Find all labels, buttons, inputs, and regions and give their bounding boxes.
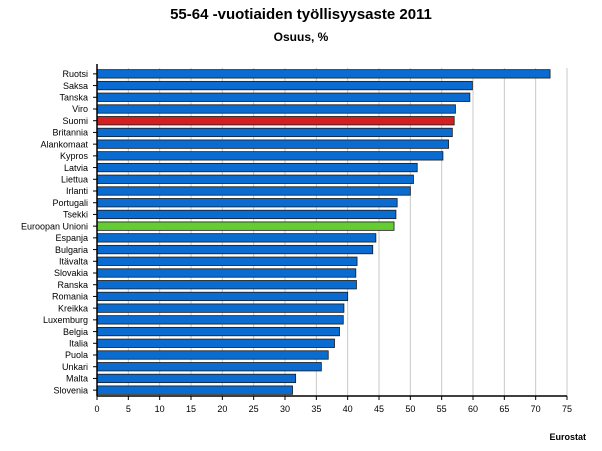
category-label: Romania	[52, 292, 88, 302]
bar	[96, 350, 329, 360]
bar	[96, 385, 293, 395]
category-label: Ranska	[57, 280, 88, 290]
x-tick-label: 20	[217, 404, 227, 414]
x-tick-label: 35	[311, 404, 321, 414]
category-label: Britannia	[52, 128, 88, 138]
bar	[96, 209, 397, 220]
x-tick-label: 0	[94, 404, 99, 414]
x-tick-label: 25	[249, 404, 259, 414]
bar	[96, 303, 345, 313]
category-label: Tsekki	[63, 210, 88, 220]
source-label: Eurostat	[549, 432, 586, 442]
category-label: Belgia	[63, 327, 88, 337]
category-label: Ruotsi	[62, 69, 88, 79]
bar	[96, 326, 340, 337]
bar	[96, 174, 414, 184]
x-tick-label: 70	[531, 404, 541, 414]
bar	[96, 104, 456, 114]
bar	[96, 373, 297, 384]
category-label: Euroopan Unioni	[21, 221, 88, 231]
bar	[96, 280, 357, 290]
category-label: Viro	[72, 104, 88, 114]
category-label: Kypros	[60, 151, 89, 161]
category-label: Puola	[65, 350, 88, 360]
category-label: Tanska	[59, 92, 88, 102]
bar	[96, 256, 358, 266]
bar	[96, 221, 395, 231]
x-tick-label: 45	[374, 404, 384, 414]
category-label: Slovakia	[54, 268, 88, 278]
category-label: Alankomaat	[40, 139, 88, 149]
x-tick-label: 50	[405, 404, 415, 414]
category-label: Kreikka	[58, 303, 88, 313]
category-label: Latvia	[64, 163, 88, 173]
bar	[96, 315, 344, 325]
category-label: Espanja	[55, 233, 88, 243]
bar	[96, 198, 398, 208]
bar	[96, 162, 418, 173]
chart-subtitle: Osuus, %	[273, 30, 329, 44]
x-tick-label: 30	[280, 404, 290, 414]
x-tick-label: 60	[468, 404, 478, 414]
x-tick-label: 65	[499, 404, 509, 414]
bar	[96, 116, 455, 126]
category-label: Liettua	[61, 174, 88, 184]
chart-title: 55-64 -vuotiaiden työllisyysaste 2011	[170, 6, 432, 23]
category-label: Unkari	[62, 362, 88, 372]
category-label: Saksa	[63, 81, 88, 91]
x-tick-label: 75	[562, 404, 572, 414]
bar	[96, 338, 335, 348]
category-label: Irlanti	[66, 186, 88, 196]
x-tick-label: 15	[186, 404, 196, 414]
bar	[96, 151, 444, 161]
bar	[96, 127, 453, 138]
category-label: Italia	[69, 338, 88, 348]
bar	[96, 244, 374, 255]
bar	[96, 92, 471, 102]
category-label: Luxemburg	[43, 315, 88, 325]
bar	[96, 69, 551, 79]
bar	[96, 80, 473, 91]
bar	[96, 362, 322, 372]
x-tick-label: 55	[437, 404, 447, 414]
category-label: Bulgaria	[55, 245, 88, 255]
bar	[96, 268, 357, 278]
category-label: Suomi	[62, 116, 88, 126]
bar	[96, 291, 349, 302]
x-tick-label: 40	[343, 404, 353, 414]
bar	[96, 233, 377, 243]
x-tick-label: 10	[155, 404, 165, 414]
category-label: Slovenia	[53, 385, 88, 395]
category-label: Malta	[66, 374, 88, 384]
category-label: Itävalta	[59, 256, 88, 266]
category-label: Portugali	[52, 198, 88, 208]
x-tick-label: 5	[126, 404, 131, 414]
bar	[96, 186, 411, 196]
bar	[96, 139, 449, 149]
